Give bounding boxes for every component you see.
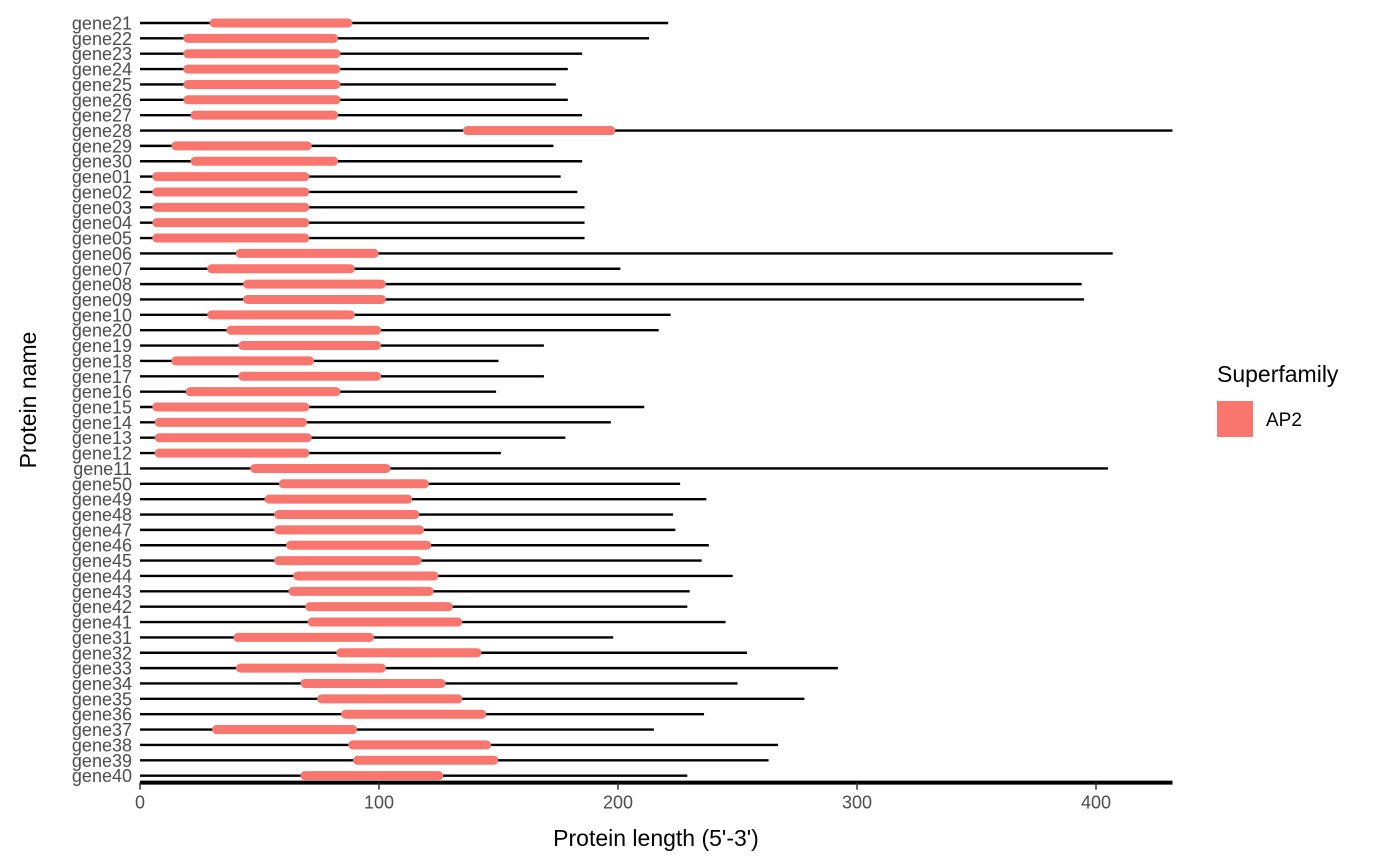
y-tick-label-gene16: gene16 [72, 382, 132, 402]
x-tick-label-400: 400 [1081, 793, 1111, 813]
y-tick-label-gene45: gene45 [72, 551, 132, 571]
y-tick-label-gene31: gene31 [72, 628, 132, 648]
y-tick-label-gene38: gene38 [72, 735, 132, 755]
y-tick-label-gene46: gene46 [72, 536, 132, 556]
legend-title: Superfamily [1217, 361, 1339, 387]
y-tick-label-gene23: gene23 [72, 44, 132, 64]
x-tick-label-100: 100 [364, 793, 394, 813]
y-tick-label-gene33: gene33 [72, 659, 132, 679]
y-tick-label-gene10: gene10 [72, 305, 132, 325]
y-tick-label-gene41: gene41 [72, 613, 132, 633]
y-tick-label-gene42: gene42 [72, 597, 132, 617]
y-tick-label-gene15: gene15 [72, 398, 132, 418]
y-tick-label-gene22: gene22 [72, 29, 132, 49]
y-tick-label-gene26: gene26 [72, 90, 132, 110]
y-tick-label-gene18: gene18 [72, 351, 132, 371]
y-tick-label-gene28: gene28 [72, 121, 132, 141]
y-tick-label-gene12: gene12 [72, 444, 132, 464]
y-tick-labels: gene21gene22gene23gene24gene25gene26gene… [72, 14, 132, 787]
y-tick-label-gene50: gene50 [72, 474, 132, 494]
y-tick-label-gene37: gene37 [72, 720, 132, 740]
y-tick-label-gene34: gene34 [72, 674, 132, 694]
y-tick-label-gene43: gene43 [72, 582, 132, 602]
y-tick-label-gene11: gene11 [73, 459, 132, 479]
y-tick-label-gene04: gene04 [72, 213, 132, 233]
y-tick-label-gene05: gene05 [72, 229, 132, 249]
y-tick-label-gene09: gene09 [72, 290, 132, 310]
y-tick-label-gene40: gene40 [72, 766, 132, 786]
y-tick-label-gene32: gene32 [72, 643, 132, 663]
y-axis-title: Protein name [15, 332, 41, 469]
y-tick-label-gene14: gene14 [72, 413, 132, 433]
y-tick-label-gene36: gene36 [72, 705, 132, 725]
x-tick-label-200: 200 [603, 793, 633, 813]
y-tick-label-gene25: gene25 [72, 75, 132, 95]
y-tick-label-gene20: gene20 [72, 321, 132, 341]
y-tick-label-gene44: gene44 [72, 566, 132, 586]
y-tick-label-gene06: gene06 [72, 244, 132, 264]
y-tick-label-gene48: gene48 [72, 505, 132, 525]
y-tick-label-gene49: gene49 [72, 490, 132, 510]
y-tick-label-gene01: gene01 [72, 167, 132, 187]
y-tick-label-gene02: gene02 [72, 182, 132, 202]
y-tick-label-gene24: gene24 [72, 60, 132, 80]
domain-bars-layer [152, 18, 616, 781]
legend-swatch-ap2 [1217, 401, 1253, 437]
y-tick-label-gene17: gene17 [72, 367, 132, 387]
x-tick-label-300: 300 [842, 793, 872, 813]
x-axis-title: Protein length (5'-3') [553, 825, 759, 851]
y-tick-label-gene30: gene30 [72, 152, 132, 172]
x-tick-labels: 0 100 200 300 400 [135, 782, 1111, 813]
y-tick-label-gene08: gene08 [72, 275, 132, 295]
x-tick-label-0: 0 [135, 793, 145, 813]
y-tick-label-gene39: gene39 [72, 751, 132, 771]
y-tick-label-gene03: gene03 [72, 198, 132, 218]
y-tick-label-gene13: gene13 [72, 428, 132, 448]
y-tick-label-gene21: gene21 [72, 14, 132, 34]
y-tick-label-gene27: gene27 [72, 106, 132, 126]
y-tick-label-gene35: gene35 [72, 689, 132, 709]
legend-label-ap2: AP2 [1266, 410, 1302, 431]
legend: Superfamily AP2 [1217, 361, 1339, 437]
y-tick-label-gene19: gene19 [72, 336, 132, 356]
y-tick-label-gene07: gene07 [72, 259, 132, 279]
y-tick-label-gene47: gene47 [72, 520, 132, 540]
y-tick-label-gene29: gene29 [72, 136, 132, 156]
protein-lines-layer [140, 21, 1173, 777]
